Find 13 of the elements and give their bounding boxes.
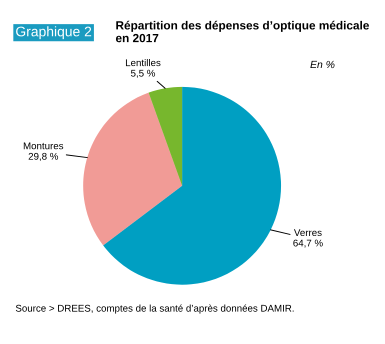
data-label: 29,8 % (28, 152, 58, 161)
data-label: 64,7 % (293, 240, 323, 248)
chart-title: Répartition des dépenses d’optique médicale en 2017 (116, 20, 369, 42)
source-note: Source > DREES, comptes de la santé d’après données DAMIR. (16, 304, 294, 314)
slice-label: Montures (24, 142, 64, 150)
pie-slice (103, 86, 282, 285)
pie-slice (83, 92, 182, 246)
data-label: 5,5 % (130, 70, 156, 78)
chart-subtitle: En % (310, 60, 335, 68)
pie-slice (148, 86, 182, 186)
text: Graphique 2 (16, 26, 92, 40)
slice-label: Lentilles (126, 59, 160, 66)
slice-label: Verres (294, 229, 322, 236)
